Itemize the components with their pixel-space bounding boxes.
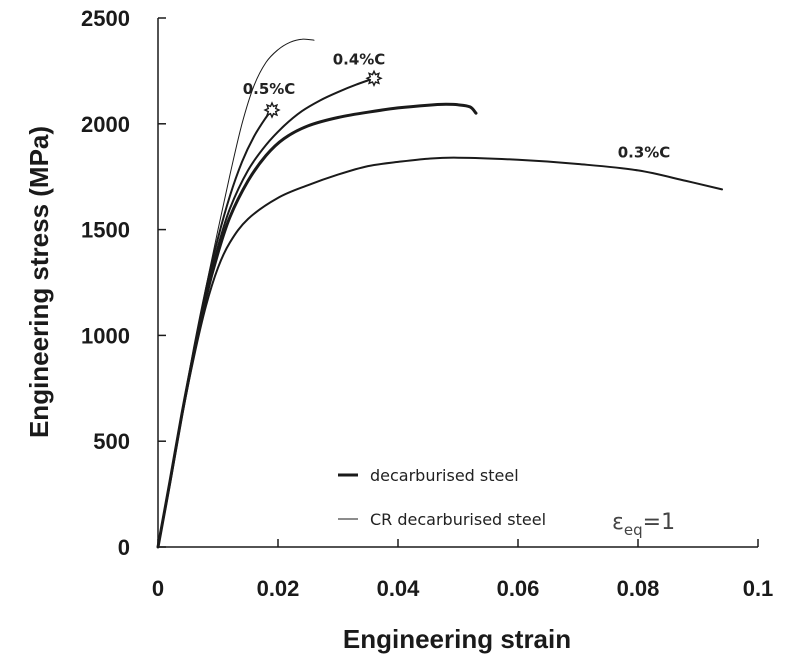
y-tick-label: 2000: [81, 112, 130, 137]
y-tick-label: 1500: [81, 218, 130, 243]
ticks: 0 0.02 0.04 0.06 0.08 0.1 0 500 1000 1500 2000 2500: [81, 6, 773, 601]
series-line-1: [157, 109, 273, 548]
y-tick-label: 2500: [81, 6, 130, 31]
series-group: [156, 38, 723, 549]
star-marker: [365, 69, 383, 87]
markers-group: [263, 69, 383, 119]
series-line-4: [157, 156, 723, 548]
y-axis-title: Engineering stress (MPa): [24, 126, 54, 438]
strain-annotation: εeq=1: [612, 510, 675, 539]
legend: decarburised steel CR decarburised steel…: [338, 466, 675, 539]
y-tick-label: 1000: [81, 323, 130, 348]
x-tick-label: 0: [152, 576, 164, 601]
x-tick-label: 0.1: [743, 576, 774, 601]
star-marker: [263, 101, 281, 119]
epsilon-suffix: =1: [643, 510, 675, 535]
series-line-0: [157, 38, 315, 548]
x-tick-label: 0.06: [497, 576, 540, 601]
y-tick-label: 500: [93, 429, 130, 454]
curve-label: 0.5%C: [243, 80, 296, 98]
legend-label-cr-decarburised: CR decarburised steel: [370, 510, 546, 529]
curve-label: 0.3%C: [618, 144, 671, 162]
curve-label: 0.4%C: [333, 51, 386, 69]
x-axis-title: Engineering strain: [343, 624, 571, 654]
x-tick-label: 0.04: [377, 576, 421, 601]
series-line-2: [157, 77, 375, 548]
epsilon-symbol: ε: [612, 510, 624, 535]
epsilon-subscript: eq: [624, 521, 643, 539]
y-tick-label: 0: [118, 535, 130, 560]
curve-labels: 0.5%C 0.4%C 0.3%C: [243, 51, 671, 162]
x-tick-label: 0.08: [617, 576, 660, 601]
axes: [157, 18, 758, 548]
x-tick-label: 0.02: [257, 576, 300, 601]
legend-label-decarburised: decarburised steel: [370, 466, 519, 485]
